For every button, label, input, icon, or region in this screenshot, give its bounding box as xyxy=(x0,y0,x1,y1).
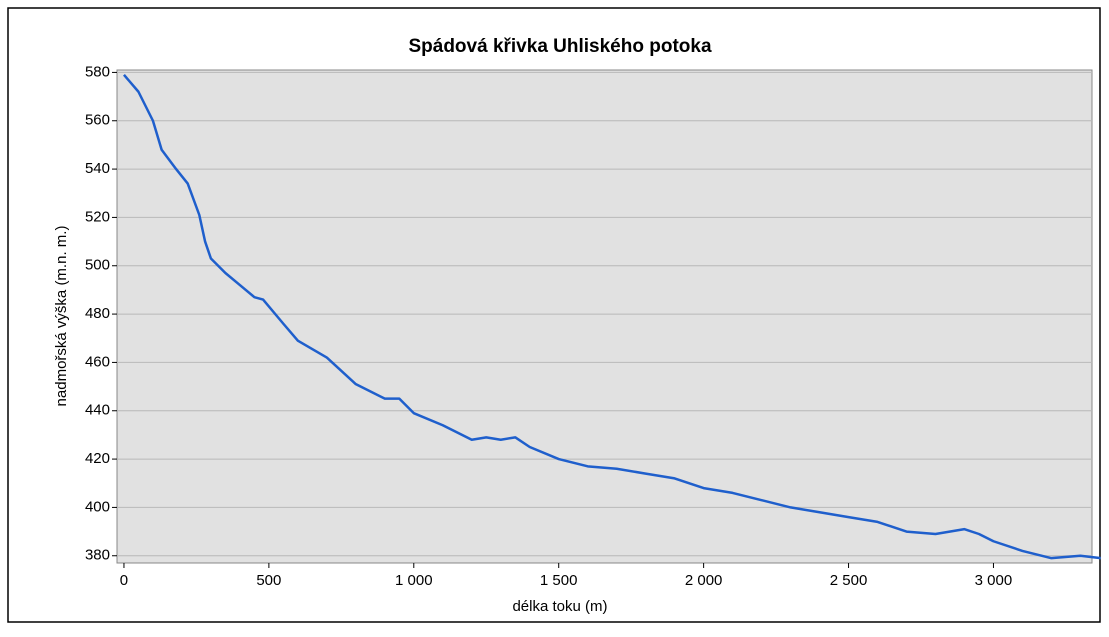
x-tick-label: 3 000 xyxy=(975,572,1013,589)
chart-title: Spádová křivka Uhliského potoka xyxy=(408,36,711,57)
y-tick-label: 580 xyxy=(85,63,110,80)
y-tick-label: 420 xyxy=(85,450,110,467)
x-tick-label: 0 xyxy=(120,572,128,589)
y-tick-label: 400 xyxy=(85,498,110,515)
y-tick-label: 560 xyxy=(85,112,110,129)
x-tick-label: 2 500 xyxy=(830,572,868,589)
y-tick-label: 380 xyxy=(85,547,110,564)
y-tick-label: 500 xyxy=(85,257,110,274)
x-tick-label: 1 000 xyxy=(395,572,433,589)
x-tick-label: 1 500 xyxy=(540,572,578,589)
y-tick-label: 440 xyxy=(85,402,110,419)
y-axis-label: nadmořská výška (m.n. m.) xyxy=(53,226,70,407)
line-series xyxy=(123,74,1101,560)
x-axis-label: délka toku (m) xyxy=(512,598,607,615)
plot-area xyxy=(116,69,1093,564)
y-tick-label: 520 xyxy=(85,208,110,225)
y-tick-label: 460 xyxy=(85,353,110,370)
x-tick-label: 500 xyxy=(256,572,281,589)
y-tick-label: 540 xyxy=(85,160,110,177)
x-tick-label: 2 000 xyxy=(685,572,723,589)
y-tick-label: 480 xyxy=(85,305,110,322)
